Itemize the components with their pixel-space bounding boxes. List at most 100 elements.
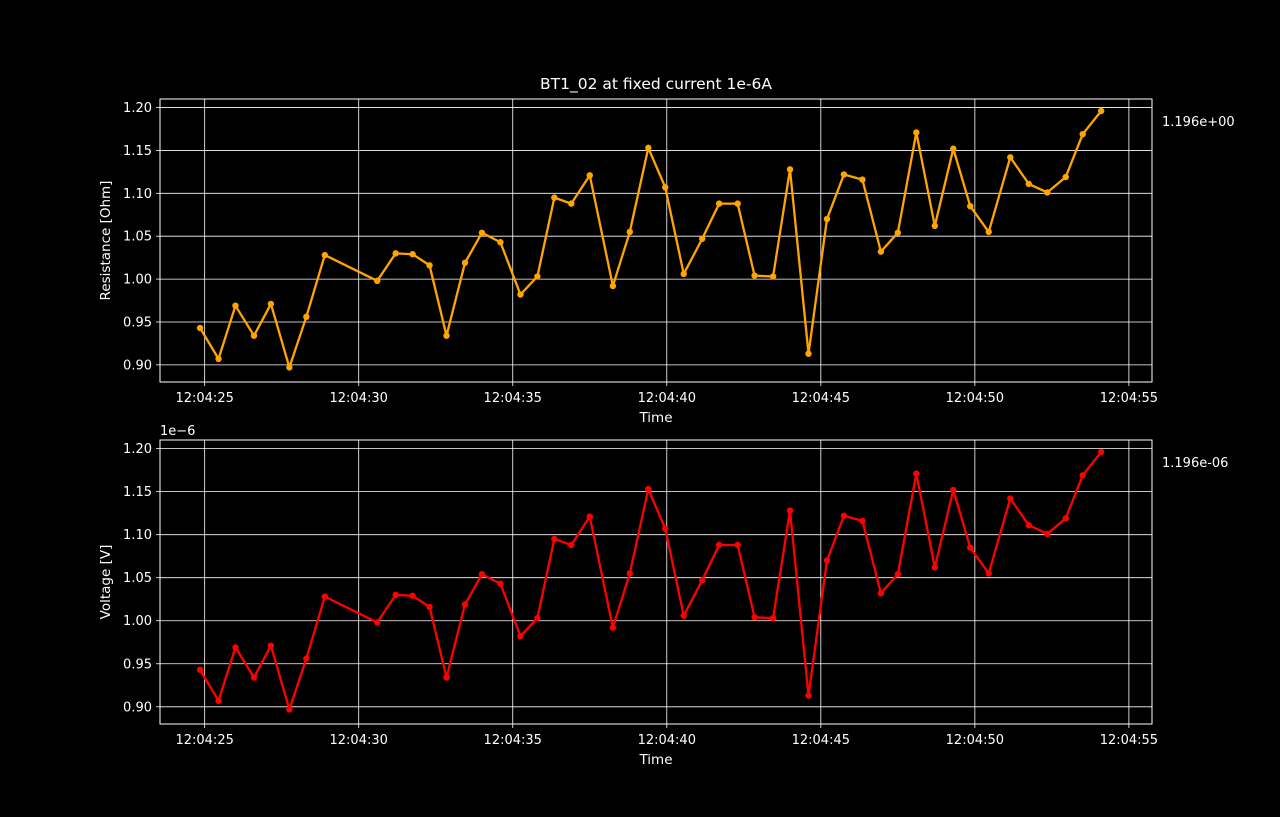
y-tick-label: 1.10 — [123, 187, 152, 202]
data-point — [303, 655, 310, 662]
data-point — [409, 592, 416, 599]
data-point — [877, 248, 885, 255]
data-point — [913, 470, 920, 477]
x-tick-label: 12:04:30 — [330, 391, 388, 406]
axes-frame — [159, 439, 1153, 725]
data-point — [534, 273, 541, 280]
x-tick-label: 12:04:50 — [946, 391, 1004, 406]
data-point — [734, 200, 741, 207]
data-point — [609, 282, 617, 290]
x-tick-label: 12:04:45 — [792, 391, 850, 406]
data-point — [232, 302, 239, 309]
data-point — [392, 250, 399, 257]
y-tick-label: 1.05 — [123, 571, 152, 586]
data-point — [859, 517, 866, 525]
data-point — [950, 486, 957, 494]
latest-value-label: 1.196e+00 — [1162, 115, 1235, 130]
x-tick-label: 12:04:55 — [1100, 733, 1158, 748]
data-point — [373, 277, 381, 285]
data-point — [392, 591, 399, 599]
data-point — [373, 619, 381, 626]
chart-title: BT1_02 at fixed current 1e-6A — [540, 75, 772, 94]
data-point — [967, 202, 974, 210]
data-point — [1079, 130, 1086, 138]
data-point — [840, 512, 848, 519]
data-point — [751, 614, 758, 621]
data-point — [232, 644, 239, 651]
data-point — [250, 332, 258, 339]
y-tick-label: 0.95 — [123, 657, 152, 672]
y-tick-label: 1.05 — [123, 230, 152, 245]
y-offset-text: 1e−6 — [160, 424, 195, 439]
data-point — [609, 624, 617, 631]
data-point — [1079, 472, 1086, 479]
data-point — [267, 642, 275, 649]
data-point — [913, 129, 920, 136]
data-point — [478, 571, 486, 578]
data-point — [1044, 189, 1051, 196]
data-point — [769, 273, 777, 280]
data-point — [662, 184, 669, 191]
data-point — [551, 535, 558, 543]
data-point — [823, 215, 831, 223]
data-point — [478, 229, 486, 236]
data-point — [196, 324, 204, 332]
y-tick-label: 0.90 — [123, 700, 152, 715]
x-tick-label: 12:04:35 — [484, 391, 542, 406]
data-point — [715, 541, 723, 549]
y-tick-label: 1.10 — [123, 528, 152, 543]
y-tick-label: 0.95 — [123, 315, 152, 330]
data-point — [551, 194, 558, 201]
data-point — [805, 350, 812, 357]
data-point — [734, 541, 741, 549]
data-point — [645, 144, 652, 152]
data-point — [215, 355, 222, 363]
data-point — [286, 706, 293, 713]
data-point — [751, 272, 758, 279]
y-tick-label: 1.00 — [123, 614, 152, 629]
data-point — [426, 603, 433, 611]
data-point — [626, 570, 634, 577]
data-point — [931, 564, 939, 571]
data-point — [985, 228, 992, 236]
data-point — [586, 172, 593, 179]
data-point — [409, 251, 416, 258]
data-point — [250, 674, 258, 681]
data-point — [497, 239, 504, 246]
x-tick-label: 12:04:40 — [638, 391, 696, 406]
data-point — [1025, 180, 1032, 188]
data-point — [534, 614, 541, 622]
x-tick-label: 12:04:25 — [175, 391, 233, 406]
data-point — [443, 332, 450, 339]
data-point — [215, 697, 222, 704]
data-point — [805, 692, 812, 699]
data-point — [1007, 154, 1014, 161]
data-point — [859, 176, 866, 183]
data-point — [967, 544, 974, 551]
data-point — [699, 577, 706, 584]
data-point — [196, 666, 204, 673]
data-point — [303, 313, 310, 321]
x-tick-label: 12:04:25 — [175, 733, 233, 748]
data-point — [680, 270, 687, 278]
data-point — [1025, 522, 1032, 529]
data-point — [626, 228, 634, 236]
data-point — [321, 251, 329, 259]
data-point — [267, 300, 275, 308]
data-point — [517, 291, 524, 298]
x-tick-label: 12:04:35 — [484, 733, 542, 748]
data-point — [1097, 448, 1105, 456]
y-tick-label: 1.15 — [123, 144, 152, 159]
data-point — [426, 262, 433, 269]
y-tick-label: 1.20 — [123, 101, 152, 116]
x-tick-label: 12:04:50 — [946, 733, 1004, 748]
x-tick-label: 12:04:45 — [792, 733, 850, 748]
data-point — [840, 171, 848, 178]
data-point — [786, 507, 794, 514]
data-point — [321, 593, 329, 600]
data-point — [699, 235, 706, 242]
data-point — [517, 633, 524, 640]
data-point — [823, 557, 831, 564]
data-point — [680, 612, 687, 619]
